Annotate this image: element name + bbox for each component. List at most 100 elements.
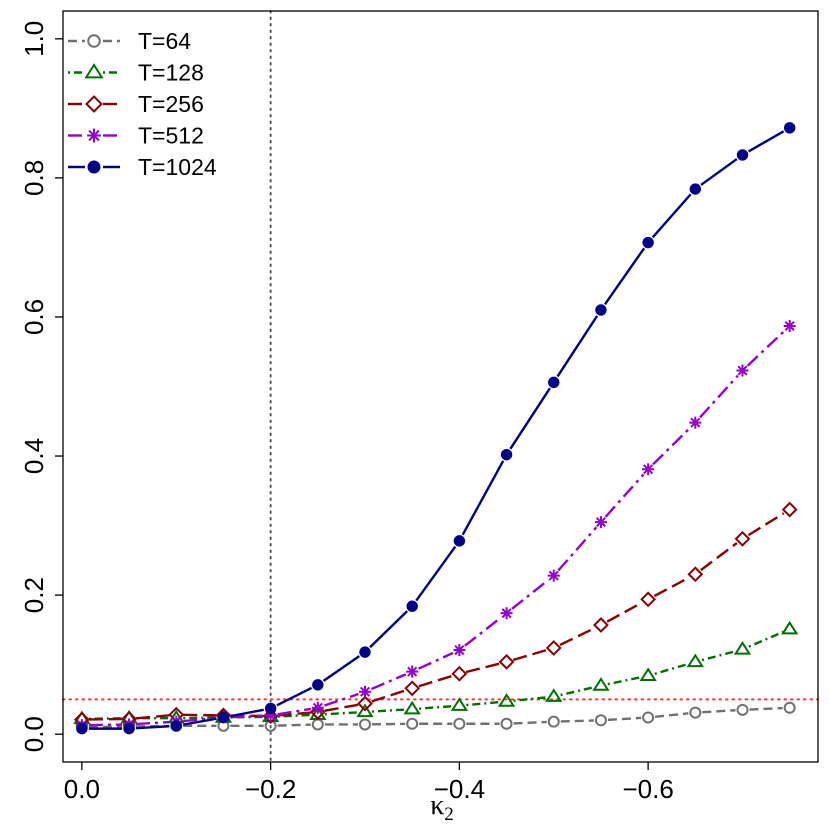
series-segment-t-512 xyxy=(418,651,454,670)
data-point-t-1024-11 xyxy=(595,304,607,316)
data-point-t-256-14-shape xyxy=(734,530,751,547)
series-segment-t-1024 xyxy=(135,725,170,730)
data-point-t-256-7 xyxy=(404,680,421,697)
data-point-t-1024-1 xyxy=(123,722,135,735)
data-point-t-64-8-shape xyxy=(453,717,466,730)
series-segment-t-256 xyxy=(747,512,785,537)
x-axis-title-subscript: 2 xyxy=(444,804,454,825)
data-point-t-1024-9-shape xyxy=(500,448,513,461)
series-segment-t-512 xyxy=(699,374,739,419)
data-point-t-128-11-shape xyxy=(592,677,610,691)
data-point-t-1024-10-shape xyxy=(548,376,560,389)
data-point-t-512-14 xyxy=(736,364,749,377)
data-point-t-1024-2 xyxy=(170,720,182,732)
series-segment-t-1024 xyxy=(651,193,692,239)
series-segment-t-128 xyxy=(560,685,595,697)
data-point-t-1024-1-shape xyxy=(123,722,135,735)
data-point-t-512-10 xyxy=(547,569,560,582)
series-segment-t-512 xyxy=(604,473,645,518)
data-point-t-256-12-shape xyxy=(640,591,657,608)
legend-label-t-512: T=512 xyxy=(138,123,204,149)
y-tick-label: 0.4 xyxy=(19,438,49,474)
data-point-t-256-6-shape xyxy=(357,695,373,712)
data-point-t-256-5 xyxy=(309,704,326,720)
data-point-t-512-13 xyxy=(689,416,702,429)
series-segment-t-1024 xyxy=(322,655,360,682)
x-axis: 0.0 −0.2 −0.4 −0.6 xyxy=(64,762,674,804)
data-point-t-1024-10 xyxy=(548,376,560,389)
data-point-t-64-11 xyxy=(594,714,607,727)
series-segment-t-128 xyxy=(371,708,406,713)
data-point-t-64-15-shape xyxy=(783,701,796,714)
data-point-t-128-13-shape xyxy=(686,653,704,668)
data-point-t-512-15 xyxy=(783,320,796,333)
legend-label-t-64: T=64 xyxy=(138,28,191,54)
data-point-t-512-11 xyxy=(594,516,607,529)
data-point-t-512-5-stroke-3 xyxy=(312,702,323,713)
data-point-t-512-11-stroke-3 xyxy=(595,517,606,528)
x-axis-title: κ2 xyxy=(430,790,454,825)
series-segment-t-1024 xyxy=(509,387,551,450)
data-point-t-128-9 xyxy=(497,693,516,707)
legend-label-t-128: T=128 xyxy=(138,60,204,86)
series-segment-t-1024 xyxy=(182,717,217,726)
data-point-t-256-10 xyxy=(545,640,562,656)
series-points-t-512 xyxy=(75,320,796,732)
legend-marker-t-512 xyxy=(87,128,101,143)
data-point-t-64-6 xyxy=(359,718,371,731)
series-segment-t-512 xyxy=(511,579,550,610)
legend-label-t-1024: T=1024 xyxy=(138,154,217,180)
series-segment-t-64 xyxy=(513,720,547,725)
data-point-t-128-8-shape xyxy=(450,697,469,711)
data-point-t-64-5 xyxy=(311,718,324,731)
x-tick-label: −0.6 xyxy=(622,774,673,804)
data-point-t-256-10-shape xyxy=(545,640,562,656)
data-point-t-256-9 xyxy=(498,653,515,670)
data-point-t-64-12 xyxy=(642,711,655,724)
series-segment-t-256 xyxy=(465,662,501,674)
data-point-t-64-14-shape xyxy=(736,703,749,716)
legend-marker-t-512-stroke-3 xyxy=(88,129,100,142)
data-point-t-128-7 xyxy=(403,700,421,715)
data-point-t-64-5-shape xyxy=(311,718,324,731)
series-lines xyxy=(88,130,786,730)
data-point-t-128-13 xyxy=(686,653,704,668)
x-tick-label: −0.4 xyxy=(434,774,485,804)
legend-item-t-512: T=512 xyxy=(68,123,204,149)
legend-marker-t-256-shape xyxy=(85,95,103,113)
data-point-t-1024-15 xyxy=(783,122,796,134)
data-point-t-1024-4 xyxy=(264,702,277,715)
data-point-t-512-6-stroke-3 xyxy=(359,686,371,697)
data-point-t-256-8-shape xyxy=(451,665,468,682)
series-points-t-128 xyxy=(73,620,799,725)
data-point-t-256-12 xyxy=(640,591,657,608)
data-point-t-64-6-shape xyxy=(359,718,371,731)
data-point-t-512-9-stroke-3 xyxy=(501,608,512,619)
legend: T=64 T=128 T=256 T=512 T=1024 xyxy=(68,28,217,180)
x-axis-title-main: κ xyxy=(430,790,444,821)
series-segment-t-64 xyxy=(749,706,783,711)
data-point-t-64-11-shape xyxy=(594,714,607,727)
series-segment-t-512 xyxy=(464,616,502,647)
legend-marker-t-128 xyxy=(84,63,104,79)
legend-marker-t-1024 xyxy=(87,160,101,174)
data-point-t-512-6 xyxy=(359,685,371,698)
data-point-t-128-11 xyxy=(592,677,610,691)
data-point-t-1024-0 xyxy=(76,722,88,735)
data-point-t-128-12 xyxy=(639,667,657,681)
data-point-t-512-12-stroke-3 xyxy=(643,464,654,475)
legend-item-t-256: T=256 xyxy=(68,91,204,117)
data-point-t-256-13 xyxy=(687,566,704,583)
data-point-t-1024-13 xyxy=(689,183,702,195)
data-point-t-64-10-shape xyxy=(547,715,560,728)
data-point-t-1024-3 xyxy=(217,711,230,724)
y-axis: 0.0 0.2 0.4 0.6 0.8 1.0 xyxy=(19,21,63,752)
data-point-t-128-8 xyxy=(450,697,469,711)
data-point-t-512-5 xyxy=(311,701,324,714)
data-point-t-256-8 xyxy=(451,665,468,682)
data-point-t-128-15 xyxy=(781,620,799,635)
series-segment-t-1024 xyxy=(603,247,646,305)
series-segment-t-1024 xyxy=(369,610,409,649)
series-segment-t-512 xyxy=(230,714,264,719)
